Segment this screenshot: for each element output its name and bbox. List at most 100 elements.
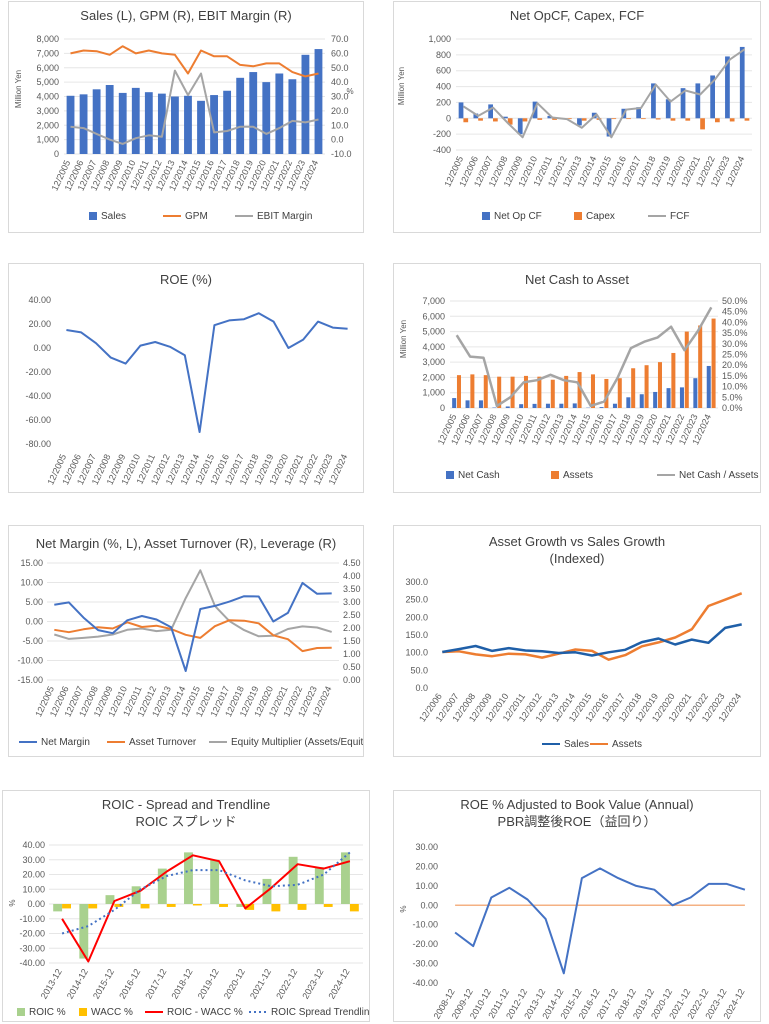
x-tick-label: 2019-12	[196, 967, 221, 1001]
y-tick-label: 1,000	[422, 388, 445, 398]
y-tick-label: 45.0%	[722, 307, 748, 317]
capex-bar	[685, 118, 691, 121]
y-tick-label: 40.00	[22, 840, 45, 850]
capex-bar	[729, 118, 735, 122]
legend-label: Net Op CF	[494, 211, 542, 222]
assets-bar	[590, 374, 595, 408]
assets-bar	[604, 378, 609, 408]
roic-chart: ROIC - Spread and Trendline ROIC スプレッド %…	[8, 797, 369, 1018]
y-tick-label: 3.00	[343, 597, 361, 607]
net-cash-bar	[693, 378, 698, 408]
roe-line	[66, 312, 348, 433]
y-tick-label: -40.00	[19, 958, 45, 968]
chart-title: Asset Growth vs Sales Growth	[489, 534, 665, 549]
y-tick-label: 3.50	[343, 584, 361, 594]
net-op-cf-bar	[665, 99, 671, 119]
y-tick-label: 150.0	[405, 630, 428, 640]
net-op-cf-bar	[458, 102, 464, 119]
y-tick-label: 20.00	[415, 861, 438, 871]
legend-label: Equity Multiplier (Assets/Equity)	[231, 737, 363, 748]
y-tick-label: 40.0%	[722, 317, 748, 327]
legend: Net Op CF Capex FCF	[482, 211, 689, 222]
sales-bar	[118, 92, 127, 154]
y-tick-label: 1.00	[343, 649, 361, 659]
roic-bar	[314, 867, 324, 904]
legend-label: FCF	[670, 211, 689, 222]
gpm-line	[70, 45, 319, 78]
y-axis-label: Million Yen	[397, 67, 406, 105]
y-tick-label: 0.00	[27, 899, 45, 909]
y-tick-label: 35.0%	[722, 328, 748, 338]
capex-bar	[715, 118, 720, 123]
sales-bar	[210, 95, 218, 154]
net-op-cf-bar	[710, 75, 715, 119]
legend: ROIC % WACC % ROIC - WACC % ROIC Spread Tre…	[17, 1007, 369, 1018]
roic-spread-trendline	[61, 851, 351, 935]
y-tick-label: 4,000	[36, 92, 59, 102]
wacc-bar	[192, 904, 202, 906]
net-cash-chart: Net Cash to Asset Million Yen 0 1,000 2,00…	[399, 272, 758, 481]
y-tick-label: 0.00	[33, 343, 51, 353]
y-tick-label: -5.00	[22, 636, 43, 646]
x-tick-label: 2016-12	[117, 967, 142, 1001]
x-tick-label: 2023-12	[300, 967, 325, 1001]
assets-bar	[510, 376, 515, 408]
assets-line	[442, 592, 743, 661]
wacc-bar	[140, 904, 150, 909]
ebit-margin-line	[70, 69, 319, 145]
y-tick-label: 0	[440, 403, 445, 413]
net-op-cf-bar	[725, 56, 730, 119]
capex-bar	[463, 118, 469, 123]
wacc-bar	[245, 904, 255, 910]
sales-line	[442, 623, 742, 657]
y-tick-label: 300.0	[405, 577, 428, 587]
y2-axis-label: %	[346, 87, 353, 96]
y-tick-label: 6,000	[422, 311, 445, 321]
y-tick-label: 50.0%	[722, 296, 748, 306]
assets-bar	[698, 325, 703, 408]
assets-bar	[684, 331, 689, 408]
assets-bar	[537, 376, 542, 408]
legend-swatch	[482, 212, 490, 220]
dupont-chart-panel: Net Margin (%, L), Asset Turnover (R), L…	[8, 525, 364, 757]
capex-bar	[641, 118, 646, 120]
chart-title: Net OpCF, Capex, FCF	[510, 8, 644, 23]
y-tick-label: 10.00	[415, 881, 438, 891]
y-tick-label: -400	[433, 145, 451, 155]
assets-bar	[711, 318, 716, 408]
y-tick-label: 0.00	[25, 617, 43, 627]
y-tick-label: 3,000	[36, 106, 59, 116]
sales-bar	[236, 77, 245, 154]
y-tick-label: -20.00	[412, 939, 438, 949]
y-tick-label: -20.00	[25, 367, 51, 377]
roe-chart: ROE (%) -80.00 -60.00 -40.00 -20.00 0.00 20.0…	[25, 272, 349, 486]
sales-bar	[144, 92, 153, 154]
y-tick-label: 6,000	[36, 63, 59, 73]
chart-title: ROIC - Spread and Trendline	[102, 797, 270, 812]
y-tick-label: 3,000	[422, 357, 445, 367]
y-tick-label: -30.00	[412, 959, 438, 969]
y-tick-label: 1,000	[36, 135, 59, 145]
net-cash-bar	[505, 406, 510, 408]
roic-bar	[341, 852, 350, 904]
chart-title: Net Margin (%, L), Asset Turnover (R), L…	[36, 536, 337, 551]
legend: Net Margin Asset Turnover Equity Multiplie…	[19, 737, 363, 748]
y-tick-label: 50.0	[410, 665, 428, 675]
chart-title: ROE % Adjusted to Book Value (Annual)	[460, 797, 693, 812]
y-axis-label: %	[8, 899, 17, 906]
assets-bar	[631, 368, 636, 408]
y-tick-label: 15.0%	[722, 371, 748, 381]
y-tick-label: 2.50	[343, 610, 361, 620]
y-tick-label: 7,000	[36, 48, 59, 58]
legend-label: Net Margin	[41, 737, 90, 748]
y-tick-label: 4,000	[422, 342, 445, 352]
legend: Sales Assets	[542, 739, 642, 750]
wacc-bar	[219, 904, 228, 907]
y-tick-label: 0.50	[343, 662, 361, 672]
y-tick-label: 200	[436, 97, 451, 107]
sales-bar	[105, 85, 114, 154]
legend-label: GPM	[185, 211, 208, 222]
y-tick-label: 5,000	[422, 327, 445, 337]
sales-bar	[249, 72, 258, 154]
net-op-cf-bar	[577, 118, 582, 126]
